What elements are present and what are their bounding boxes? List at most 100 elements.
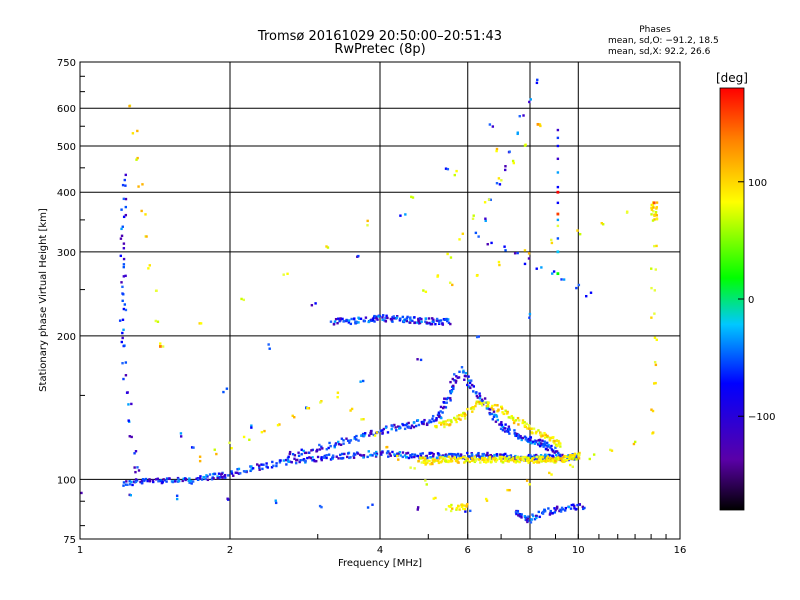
x-mode-point [523,421,526,424]
o-mode-point [542,442,545,446]
o-mode-point [258,466,261,469]
x-mode-point [465,459,468,462]
x-mode-point [556,456,560,459]
x-mode-point [511,159,515,163]
o-mode-point [425,423,429,426]
o-mode-point [258,468,261,471]
o-mode-point [121,318,125,322]
o-mode-point [329,458,333,461]
o-mode-point [523,514,527,518]
x-mode-point [655,214,659,217]
accent-point [652,201,656,205]
o-mode-point [336,322,339,325]
x-mode-point [454,418,457,422]
x-mode-point [373,434,377,437]
o-mode-point [515,432,519,436]
x-mode-point [437,461,441,465]
o-mode-point [271,460,274,464]
x-mode-point [410,195,413,199]
o-mode-point [551,454,555,458]
o-mode-point [435,417,438,420]
x-mode-point [571,465,575,468]
o-mode-point [318,443,321,447]
o-mode-point [555,450,559,453]
o-mode-point [154,478,158,481]
x-mode-point [544,433,548,437]
x-mode-point [360,418,363,421]
o-mode-point [521,436,525,440]
x-mode-point [439,423,443,426]
o-mode-point [516,512,520,515]
x-mode-point [512,421,516,425]
o-mode-point [405,455,409,459]
x-mode-point [464,504,467,507]
o-mode-point [328,441,331,445]
x-mode-point [248,438,251,441]
x-mode-point [471,217,475,220]
x-mode-point [527,457,530,460]
o-mode-point [221,475,224,479]
o-mode-point [477,335,480,338]
o-mode-point [543,453,547,457]
x-mode-point [650,286,653,290]
o-mode-point [315,450,318,453]
o-mode-point [416,506,420,509]
o-mode-point [347,319,351,322]
o-mode-point [237,472,241,475]
o-mode-point [480,398,484,401]
x-mode-point [653,360,657,364]
o-mode-point [298,460,301,464]
o-mode-point [438,319,441,322]
o-mode-point [477,451,480,455]
o-mode-point [451,455,454,458]
o-mode-point [470,452,473,455]
o-mode-point [567,505,571,509]
o-mode-point [232,474,235,477]
x-mode-point [542,459,545,462]
o-mode-point [454,453,457,456]
o-mode-point [403,454,407,457]
o-mode-point [362,454,366,457]
o-mode-point [444,406,448,409]
o-mode-point [496,418,499,422]
o-mode-point [498,183,502,186]
o-mode-point [399,317,402,320]
x-mode-point [438,421,441,424]
x-mode-point [432,460,436,463]
x-mode-point [652,206,655,209]
x-mode-point [494,460,498,463]
x-mode-point [655,207,658,210]
o-mode-point [287,455,290,459]
x-mode-point [486,403,490,406]
o-mode-point [505,454,509,458]
o-mode-point [391,425,394,428]
x-mode-point [500,407,504,410]
x-mode-point [502,412,505,416]
x-mode-point [453,173,456,177]
o-mode-point [131,483,134,487]
o-mode-point [225,387,229,390]
x-mode-point [541,434,544,437]
o-mode-point [363,319,367,323]
o-mode-point [395,315,399,318]
x-mode-point [215,452,218,456]
o-mode-point [556,157,560,161]
x-mode-point [455,506,459,510]
x-mode-point [442,420,445,423]
x-mode-point [543,431,546,435]
x-mode-point [488,456,491,459]
o-mode-point [392,315,395,318]
x-mode-point [260,430,264,434]
o-mode-point [445,397,449,401]
x-mode-point [537,458,541,461]
o-mode-point [357,316,360,319]
x-mode-point [512,161,515,165]
x-mode-point [531,457,534,460]
x-mode-point [514,419,518,422]
x-mode-point [535,430,538,434]
o-mode-point [446,167,450,171]
x-mode-point [518,419,521,422]
x-mode-point [396,454,399,458]
o-mode-point [513,429,516,432]
